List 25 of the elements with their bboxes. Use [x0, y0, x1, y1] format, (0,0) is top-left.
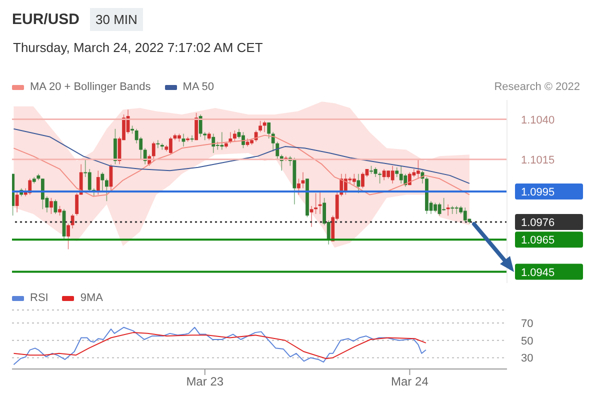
y-tick-label: 50	[521, 335, 534, 348]
legend-label: MA 20 + Bollinger Bands	[30, 81, 151, 93]
line-series	[13, 134, 470, 197]
line-series	[13, 326, 426, 366]
legend-label: RSI	[30, 292, 48, 304]
y-tick-label: 1.0945	[521, 266, 555, 279]
y-tick-label: 30	[521, 352, 534, 365]
y-tick-label: 1.0995	[521, 186, 555, 198]
y-tick-label: 70	[521, 318, 534, 330]
y-tick-label: 1.0976	[521, 217, 555, 229]
text: 30 MIN	[90, 8, 144, 31]
candlestick	[156, 140, 160, 149]
x-tick-label: Mar 24	[391, 374, 429, 389]
legend-label: MA 50	[182, 81, 214, 93]
candlestick	[454, 206, 458, 214]
line-series	[13, 332, 426, 360]
y-tick-label: 1.1040	[521, 114, 555, 126]
y-tick-label: 1.0965	[521, 234, 555, 247]
chart-title: EUR/USD	[12, 11, 80, 28]
legend-label: 9MA	[80, 292, 103, 304]
text: Research © 2022	[494, 81, 581, 93]
x-tick-label: Mar 23	[186, 374, 224, 389]
y-tick-label: 1.1015	[521, 154, 555, 166]
candlestick	[216, 141, 220, 150]
chart-subtitle: Thursday, March 24, 2022 7:17:02 AM CET	[13, 40, 263, 55]
